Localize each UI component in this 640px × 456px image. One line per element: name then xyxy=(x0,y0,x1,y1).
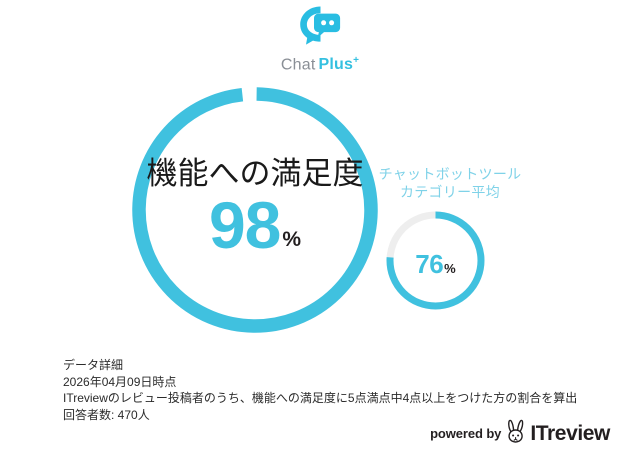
main-gauge-arc xyxy=(132,87,378,333)
category-average-gauge: 76 % xyxy=(386,211,485,310)
data-detail-method: ITreviewのレビュー投稿者のうち、機能への満足度に5点満点中4点以上をつけ… xyxy=(63,391,578,405)
rabbit-mascot-icon xyxy=(506,419,528,448)
category-label-line2: カテゴリー平均 xyxy=(399,184,501,200)
data-detail-block: データ詳細 2026年04月09日時点 ITreviewのレビュー投稿者のうち、… xyxy=(63,357,593,423)
chat-bubble-logo-icon xyxy=(0,4,640,51)
powered-by-itreview: powered by ITreview xyxy=(430,419,610,448)
data-detail-heading: データ詳細 xyxy=(63,358,124,372)
itreview-wordmark: ITreview xyxy=(530,421,610,445)
brand-logo: Chat Plus+ xyxy=(0,4,640,74)
powered-by-text: powered by xyxy=(430,426,502,441)
brand-word-plus: Plus xyxy=(318,56,354,74)
data-detail-date: 2026年04月09日時点 xyxy=(63,374,177,389)
category-label-line1: チャットボットツール xyxy=(378,166,522,182)
main-satisfaction-gauge: 機能への満足度 98 % xyxy=(132,87,378,333)
data-detail-respondents: 回答者数: 470人 xyxy=(63,407,150,422)
brand-wordmark: Chat Plus+ xyxy=(0,52,640,74)
category-gauge-arc xyxy=(386,211,485,310)
category-average-label: チャットボットツール カテゴリー平均 xyxy=(360,165,540,201)
brand-word-chat: Chat xyxy=(280,56,316,74)
brand-word-superscript: + xyxy=(353,55,360,66)
